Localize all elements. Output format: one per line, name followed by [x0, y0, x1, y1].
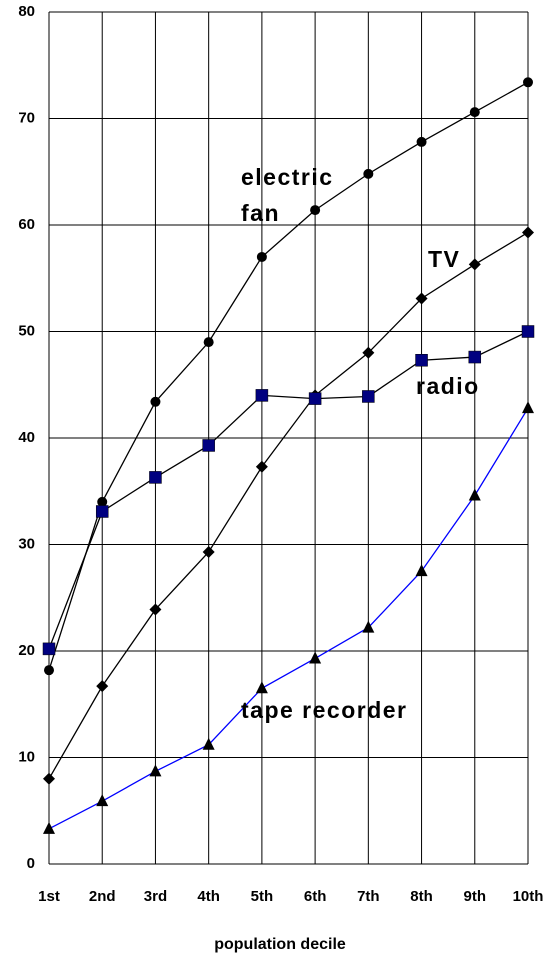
y-tick-label: 10 — [18, 748, 35, 765]
marker — [202, 439, 215, 452]
y-tick-label: 20 — [18, 642, 35, 659]
x-tick-label: 6th — [304, 888, 327, 905]
marker — [150, 396, 161, 407]
x-tick-label: 9th — [464, 888, 487, 905]
marker — [416, 136, 427, 147]
marker — [522, 226, 534, 239]
marker — [362, 346, 375, 359]
marker — [469, 107, 480, 118]
marker — [203, 337, 214, 348]
marker — [522, 401, 534, 414]
series-line — [48, 231, 529, 780]
marker — [96, 794, 109, 807]
marker — [43, 821, 55, 834]
x-tick-label: 10th — [513, 888, 544, 905]
marker — [468, 488, 481, 501]
marker — [95, 505, 109, 518]
y-tick-label: 40 — [18, 429, 35, 446]
marker — [44, 665, 54, 676]
series-label: tape recorder — [241, 697, 408, 723]
marker — [149, 471, 162, 484]
x-tick-label: 3rd — [144, 888, 167, 905]
marker — [255, 460, 268, 473]
marker — [43, 772, 55, 785]
x-tick-label: 4th — [197, 888, 220, 905]
x-tick-label: 1st — [38, 888, 60, 905]
marker — [415, 564, 428, 577]
x-tick-label: 5th — [251, 888, 274, 905]
marker — [202, 545, 215, 558]
y-tick-label: 60 — [18, 216, 35, 233]
marker — [363, 168, 374, 179]
x-tick-label: 2nd — [89, 888, 116, 905]
marker — [255, 681, 268, 694]
marker — [468, 350, 482, 364]
series-label: radio — [416, 373, 480, 399]
marker — [310, 205, 321, 216]
series-line — [48, 407, 529, 830]
marker — [362, 620, 375, 633]
marker — [521, 325, 535, 338]
series-label: TV — [428, 246, 461, 272]
y-tick-label: 30 — [18, 535, 35, 552]
marker — [202, 737, 215, 750]
marker — [362, 390, 375, 403]
y-tick-label: 50 — [18, 322, 35, 339]
marker — [96, 680, 109, 693]
marker — [255, 389, 269, 402]
marker — [97, 496, 108, 507]
marker — [149, 603, 162, 616]
marker — [256, 251, 267, 262]
x-tick-label: 8th — [410, 888, 433, 905]
series-line — [48, 330, 529, 650]
x-axis-label: population decile — [214, 936, 346, 953]
series-line — [48, 81, 529, 671]
marker — [415, 292, 428, 305]
marker — [309, 651, 322, 664]
y-tick-label: 70 — [18, 109, 35, 126]
marker — [523, 77, 533, 88]
x-tick-label: 7th — [357, 888, 380, 905]
marker — [415, 354, 428, 367]
marker — [42, 642, 56, 656]
series-label: electric fan — [241, 164, 334, 226]
y-tick-label: 80 — [18, 3, 35, 20]
y-tick-label: 0 — [27, 855, 35, 872]
marker — [149, 764, 162, 777]
marker — [468, 258, 481, 271]
marker — [308, 392, 322, 405]
